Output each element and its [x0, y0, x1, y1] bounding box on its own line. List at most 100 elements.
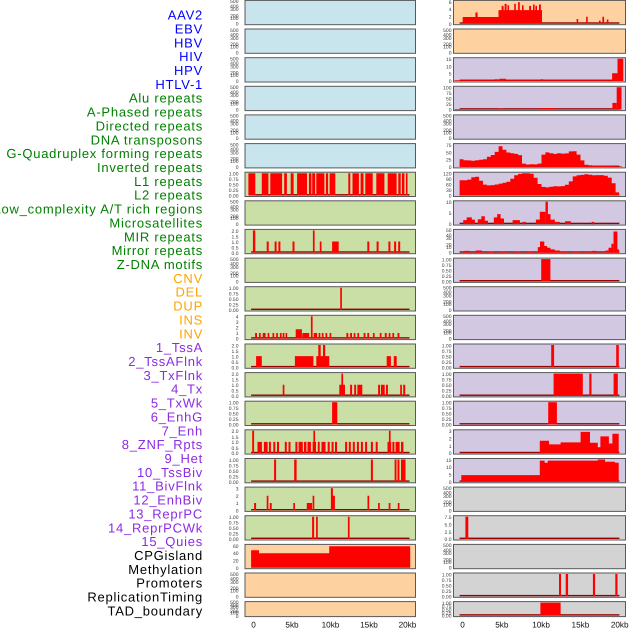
svg-text:DEL: DEL: [175, 285, 203, 300]
svg-text:9_Het: 9_Het: [165, 451, 203, 466]
svg-text:100: 100: [443, 44, 452, 50]
svg-text:500: 500: [230, 572, 239, 578]
svg-text:75: 75: [446, 143, 452, 149]
svg-text:0.00: 0.00: [442, 423, 452, 429]
svg-text:120: 120: [443, 172, 452, 178]
svg-text:5: 5: [449, 72, 452, 78]
svg-text:0.50: 0.50: [229, 183, 239, 189]
svg-text:100: 100: [443, 331, 452, 337]
svg-text:4: 4: [236, 315, 239, 321]
svg-text:100: 100: [230, 102, 239, 108]
svg-text:0.50: 0.50: [442, 269, 452, 275]
svg-text:13_ReprPC: 13_ReprPC: [128, 507, 203, 522]
svg-text:2_TssAFlnk: 2_TssAFlnk: [128, 354, 203, 369]
svg-text:0: 0: [449, 165, 452, 171]
svg-text:10: 10: [446, 245, 452, 251]
svg-text:Microsatellites: Microsatellites: [109, 216, 203, 231]
svg-text:500: 500: [443, 28, 452, 34]
svg-text:6_EnhG: 6_EnhG: [151, 410, 203, 425]
svg-text:75: 75: [446, 91, 452, 97]
svg-text:AAV2: AAV2: [168, 8, 203, 23]
svg-text:0.5: 0.5: [232, 360, 239, 366]
svg-text:L2 repeats: L2 repeats: [134, 188, 203, 203]
svg-text:0.50: 0.50: [442, 607, 452, 613]
svg-text:ReplicationTiming: ReplicationTiming: [87, 590, 203, 605]
svg-text:CNV: CNV: [173, 271, 203, 286]
svg-text:HPV: HPV: [174, 63, 203, 78]
svg-text:300: 300: [443, 322, 452, 328]
svg-text:100: 100: [443, 130, 452, 136]
svg-text:Promoters: Promoters: [136, 576, 203, 591]
svg-text:500: 500: [443, 286, 452, 292]
svg-text:200: 200: [443, 557, 452, 563]
svg-text:300: 300: [230, 93, 239, 99]
svg-text:0.25: 0.25: [442, 417, 452, 423]
svg-text:0.50: 0.50: [442, 383, 452, 389]
svg-text:1.5: 1.5: [232, 435, 239, 441]
svg-text:0.75: 0.75: [442, 578, 452, 584]
svg-text:1.00: 1.00: [229, 172, 239, 178]
svg-text:300: 300: [230, 65, 239, 71]
svg-text:300: 300: [230, 605, 239, 611]
svg-text:7_Enh: 7_Enh: [162, 423, 203, 438]
svg-text:0.50: 0.50: [229, 469, 239, 475]
svg-text:500: 500: [443, 486, 452, 492]
svg-text:0.00: 0.00: [229, 480, 239, 486]
svg-text:15: 15: [446, 458, 452, 464]
svg-text:0: 0: [251, 620, 256, 629]
svg-text:200: 200: [230, 13, 239, 19]
svg-text:200: 200: [230, 271, 239, 277]
svg-text:20kb: 20kb: [399, 620, 417, 629]
svg-text:5kb: 5kb: [285, 620, 299, 629]
svg-text:10: 10: [446, 200, 452, 206]
svg-text:400: 400: [230, 204, 239, 210]
svg-text:0.75: 0.75: [229, 406, 239, 412]
svg-text:0: 0: [449, 480, 452, 486]
svg-text:2: 2: [449, 437, 452, 443]
svg-text:100: 100: [230, 44, 239, 50]
svg-text:1.00: 1.00: [442, 372, 452, 378]
svg-text:60: 60: [446, 183, 452, 189]
svg-text:0.75: 0.75: [442, 349, 452, 355]
svg-text:400: 400: [230, 4, 239, 10]
svg-text:100: 100: [230, 274, 239, 280]
svg-text:0.75: 0.75: [442, 604, 452, 610]
svg-text:0.0: 0.0: [232, 251, 239, 257]
svg-text:1.00: 1.00: [442, 572, 452, 578]
svg-text:0: 0: [236, 614, 239, 620]
svg-text:0: 0: [449, 22, 452, 28]
svg-text:300: 300: [443, 36, 452, 42]
svg-text:400: 400: [443, 290, 452, 296]
svg-text:500: 500: [230, 257, 239, 263]
svg-text:0.50: 0.50: [229, 297, 239, 303]
svg-text:500: 500: [230, 142, 239, 148]
svg-text:0: 0: [236, 509, 239, 515]
svg-text:5kb: 5kb: [495, 620, 509, 629]
svg-text:400: 400: [230, 577, 239, 583]
svg-text:0.25: 0.25: [229, 417, 239, 423]
svg-text:300: 300: [230, 208, 239, 214]
svg-text:2.0: 2.0: [232, 229, 239, 235]
svg-text:Mirror repeats: Mirror repeats: [112, 243, 203, 258]
svg-text:2.0: 2.0: [232, 429, 239, 435]
svg-text:0.75: 0.75: [229, 463, 239, 469]
svg-text:0.75: 0.75: [442, 263, 452, 269]
svg-text:5: 5: [449, 211, 452, 217]
svg-text:0: 0: [236, 136, 239, 142]
svg-text:100: 100: [230, 16, 239, 22]
svg-text:200: 200: [230, 71, 239, 77]
svg-text:200: 200: [230, 586, 239, 592]
svg-text:0.0: 0.0: [232, 365, 239, 371]
svg-text:30: 30: [446, 236, 452, 242]
svg-text:0: 0: [449, 79, 452, 85]
svg-text:100: 100: [443, 503, 452, 509]
svg-text:200: 200: [230, 99, 239, 105]
svg-text:20: 20: [446, 242, 452, 248]
svg-text:15: 15: [446, 57, 452, 63]
svg-text:1.00: 1.00: [442, 258, 452, 264]
svg-text:0.00: 0.00: [442, 280, 452, 286]
svg-text:200: 200: [230, 214, 239, 220]
svg-text:400: 400: [443, 33, 452, 39]
svg-text:500: 500: [443, 543, 452, 549]
svg-text:0: 0: [449, 222, 452, 228]
